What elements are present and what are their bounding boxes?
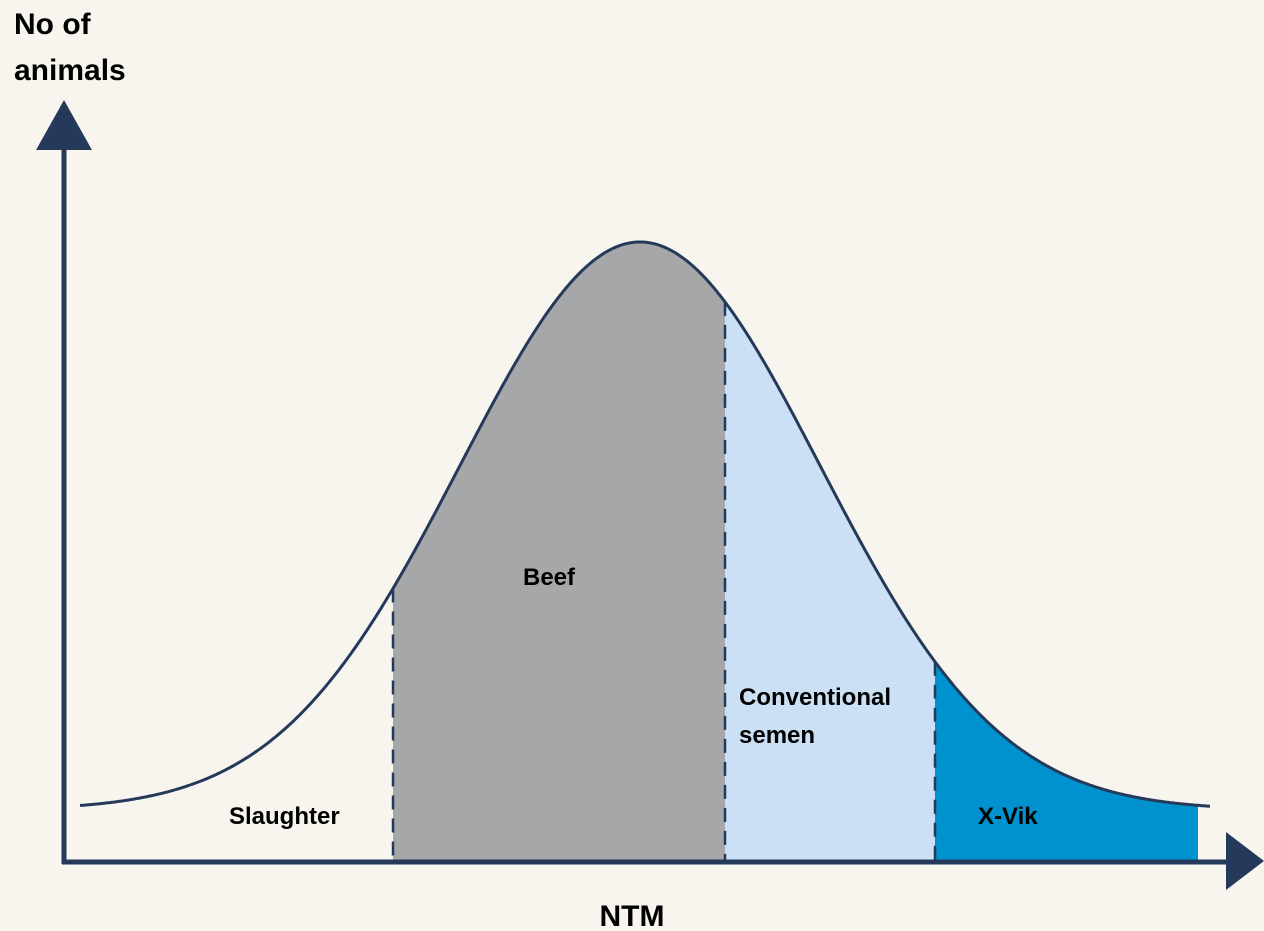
region-fill	[935, 661, 1198, 862]
y-axis-label: No of	[14, 8, 92, 41]
region-label: Slaughter	[229, 803, 340, 830]
region-dividers	[391, 301, 937, 862]
x-axis-label: NTM	[600, 900, 665, 931]
region-fill	[393, 242, 725, 862]
region-fills	[80, 242, 1198, 862]
region-label: Beef	[523, 564, 576, 591]
y-axis-label: animals	[14, 54, 126, 87]
region-fill	[725, 301, 935, 862]
x-axis-arrow	[1226, 832, 1264, 890]
region-label: X-Vik	[978, 803, 1038, 830]
region-fill	[80, 588, 393, 862]
bell-curve	[79, 240, 1211, 808]
region-label: semen	[739, 722, 815, 749]
region-label: Conventional	[739, 684, 891, 711]
y-axis-arrow	[36, 100, 92, 150]
